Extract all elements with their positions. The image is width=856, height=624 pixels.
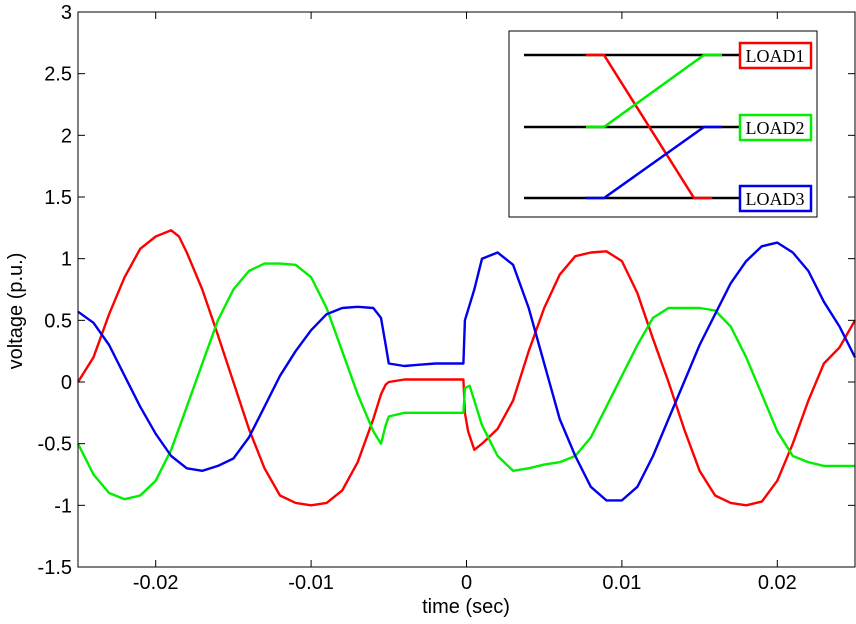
legend-label-box-3: [738, 184, 813, 213]
x-tick-label: 0.02: [758, 572, 797, 594]
legend-label-1: LOAD1: [746, 46, 805, 66]
x-tick-label: 0.01: [602, 572, 641, 594]
x-tick-label: -0.01: [288, 572, 334, 594]
legend-label-2: LOAD2: [746, 118, 805, 138]
series-layer: [76, 229, 856, 507]
y-tick-label: 2: [61, 125, 72, 147]
y-tick-label: -0.5: [38, 434, 72, 456]
ticks-layer: -0.02 -0.01 0 0.01 0.02 -1.5 -1 -0.5 0 0.5 1 1.5 2 2.…: [38, 2, 855, 594]
y-tick-label: 0: [61, 372, 72, 394]
legend-label-box-1: [738, 41, 813, 70]
y-tick-label: 2.5: [44, 64, 72, 86]
series-line-3: [77, 241, 856, 502]
y-tick-label: 3: [61, 2, 72, 24]
legend-label-box-2: [738, 113, 813, 142]
y-tick-label: 1: [61, 249, 72, 271]
y-axis-title: voltage (p.u.): [5, 253, 27, 370]
inset-legend: LOAD1 LOAD2 LOAD3: [508, 30, 818, 218]
series-line-2: [76, 262, 855, 501]
y-tick-label: 1.5: [44, 187, 72, 209]
series-line-1: [76, 229, 856, 507]
legend-path-red: [586, 53, 712, 200]
legend-path-blue: [586, 125, 722, 200]
legend-path-green: [586, 53, 722, 129]
x-tick-label: 0: [461, 572, 472, 594]
y-tick-label: -1: [54, 495, 72, 517]
x-axis-title: time (sec): [422, 596, 510, 618]
legend-label-3: LOAD3: [746, 189, 805, 209]
y-tick-label: 0.5: [44, 310, 72, 332]
x-tick-label: -0.02: [133, 572, 179, 594]
y-tick-label: -1.5: [38, 557, 72, 579]
